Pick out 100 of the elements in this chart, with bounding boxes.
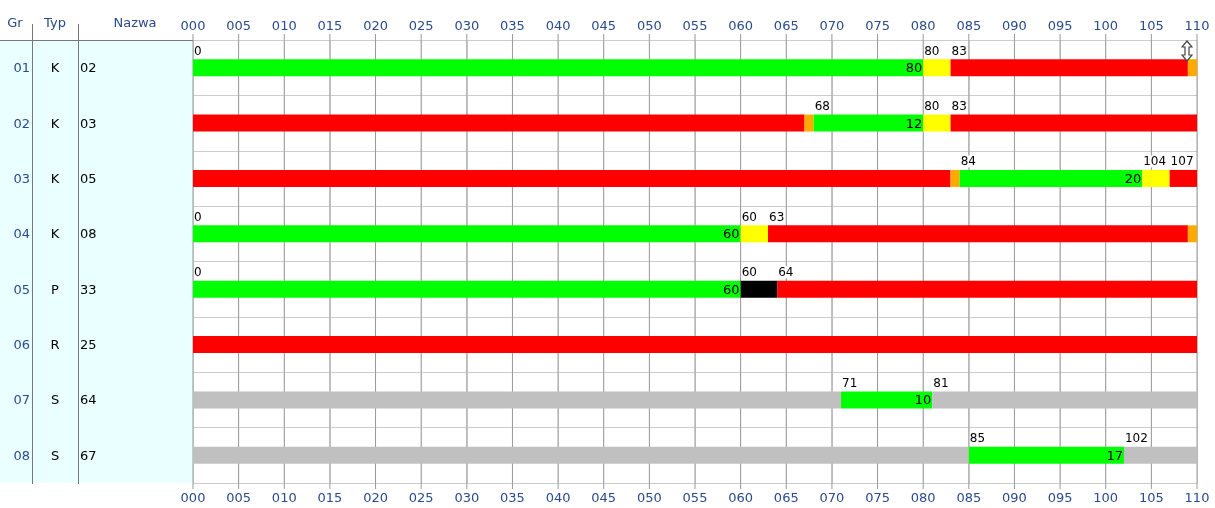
text: K (50, 170, 60, 186)
x2-tick-label: 060 (728, 18, 754, 33)
x-tick-label: 100 (1093, 490, 1119, 505)
data-label: 12 (905, 115, 923, 131)
x2-tick-label: 085 (956, 18, 982, 33)
x2-tick-label: 025 (408, 18, 434, 33)
annotation: 63 (769, 209, 785, 224)
y-tick-label: 07 (13, 392, 30, 408)
bar (193, 446, 969, 464)
text: 25 (80, 337, 97, 353)
text: 08 (80, 226, 97, 242)
data-label: 60 (723, 281, 740, 297)
data-label: 20 (1124, 170, 1142, 186)
x-tick-label: 030 (454, 490, 480, 505)
x-tick-label: 085 (956, 490, 982, 505)
text: S (50, 447, 60, 463)
x2-tick-label: 075 (865, 18, 890, 33)
bar (768, 225, 1188, 243)
x-tick-label: 060 (728, 490, 754, 505)
x-tick-label: 000 (180, 490, 206, 505)
annotation: 68 (814, 99, 830, 114)
x-tick-label: 105 (1138, 490, 1164, 505)
x2-tick-label: 010 (271, 18, 297, 33)
annotation: 107 (1170, 154, 1194, 169)
bar (740, 280, 778, 298)
annotation: 84 (960, 154, 976, 169)
x-tick-label: 015 (317, 490, 343, 505)
x2-tick-label: 080 (910, 18, 936, 33)
x-tick-label: 110 (1184, 490, 1210, 505)
annotation: 85 (969, 431, 986, 446)
annotation: 83 (951, 43, 967, 58)
text: P (51, 281, 60, 297)
annotation: 102 (1124, 431, 1148, 446)
annotation: 60 (741, 265, 757, 280)
x-tick-label: 065 (773, 490, 799, 505)
text: 03 (80, 115, 97, 131)
x-tick-label: 020 (363, 490, 388, 505)
x-tick-label: 075 (865, 490, 890, 505)
x-tick-label: 050 (636, 490, 662, 505)
y-tick-label: 06 (13, 337, 30, 353)
x2-tick-label: 095 (1047, 18, 1073, 33)
text: Typ (43, 14, 66, 30)
x2-tick-label: 110 (1184, 18, 1210, 33)
y-tick-label: 01 (13, 60, 30, 76)
annotation: 83 (951, 99, 967, 114)
text: S (50, 392, 60, 408)
bar (193, 391, 842, 409)
data-label: 80 (905, 60, 923, 76)
x2-tick-label: 005 (226, 18, 252, 33)
annotation: 0 (194, 43, 202, 58)
bar (932, 391, 1197, 409)
x2-tick-label: 100 (1093, 18, 1119, 33)
x2-tick-label: 105 (1138, 18, 1164, 33)
y-tick-label: 04 (13, 226, 30, 242)
x2-tick-label: 035 (500, 18, 525, 33)
annotation: 80 (924, 99, 940, 114)
annotation: 64 (778, 265, 794, 280)
x2-tick-label: 020 (363, 18, 388, 33)
bar (1123, 446, 1197, 464)
x-tick-label: 090 (1002, 490, 1027, 505)
data-label: 60 (723, 226, 740, 242)
y-tick-label: 02 (13, 115, 30, 131)
x-tick-label: 055 (682, 490, 708, 505)
text: Nazwa (113, 14, 157, 30)
text: Gr (7, 14, 24, 30)
x2-tick-label: 015 (317, 18, 343, 33)
bar (950, 59, 1188, 77)
bar (777, 280, 1197, 298)
annotation: 80 (924, 43, 940, 58)
x-tick-label: 040 (545, 490, 571, 505)
x-tick-label: 095 (1047, 490, 1073, 505)
x2-tick-label: 090 (1002, 18, 1027, 33)
x2-tick-label: 055 (682, 18, 708, 33)
bar (950, 114, 1197, 132)
x-tick-label: 025 (408, 490, 434, 505)
text: K (50, 226, 60, 242)
bar (1169, 169, 1197, 187)
annotation: 60 (741, 209, 757, 224)
annotation: 81 (933, 375, 949, 390)
y-tick-label: 03 (13, 170, 30, 186)
text: 05 (80, 170, 97, 186)
x2-tick-label: 040 (545, 18, 571, 33)
y-tick-label: 08 (13, 447, 30, 463)
text: K (50, 60, 60, 76)
annotation: 0 (194, 265, 202, 280)
x2-tick-label: 045 (591, 18, 617, 33)
x2-tick-label: 000 (180, 18, 206, 33)
data-label: 17 (1106, 447, 1123, 463)
x2-tick-label: 065 (773, 18, 799, 33)
text: 33 (80, 281, 97, 297)
x-tick-label: 070 (819, 490, 845, 505)
x2-tick-label: 070 (819, 18, 845, 33)
text: K (50, 115, 60, 131)
x-tick-label: 005 (226, 490, 252, 505)
y-tick-label: 05 (13, 281, 30, 297)
annotation: 0 (194, 209, 202, 224)
annotation: 104 (1143, 154, 1167, 169)
x2-tick-label: 050 (636, 18, 662, 33)
text: 67 (80, 447, 97, 463)
text: 64 (80, 392, 97, 408)
